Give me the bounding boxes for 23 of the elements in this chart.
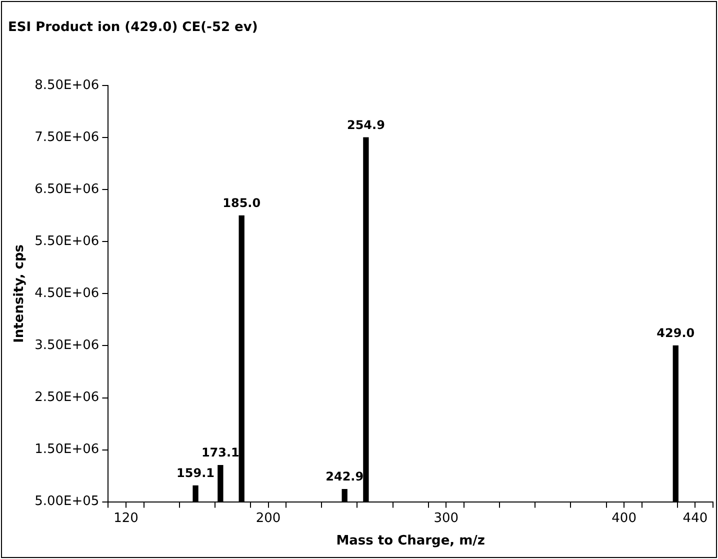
x-tick-label: 300 [434, 510, 459, 526]
annotation: 242.9 [326, 469, 364, 484]
annotation: 185.0 [222, 196, 261, 210]
chart-title: ESI Product ion (429.0) CE(-52 ev) [8, 20, 258, 36]
x-tick-label: 400 [612, 510, 636, 526]
y-tick-label: 6.50E+06 [34, 182, 100, 198]
y-tick-label: 8.50E+06 [34, 78, 100, 93]
y-tick-label: 2.50E+06 [34, 390, 100, 406]
x-tick-label: 200 [256, 510, 281, 526]
x-tick-label: 120 [114, 510, 138, 526]
annotation: 254.9 [346, 118, 385, 132]
x-axis-title: Mass to Charge, m/z [336, 534, 486, 549]
annotation: 173.1 [201, 446, 240, 460]
annotation: 159.1 [176, 466, 215, 480]
y-tick-label: 5.50E+06 [34, 234, 100, 250]
y-axis-title: Intensity, cps [12, 244, 28, 343]
y-tick-label: 3.50E+06 [34, 338, 100, 354]
annotation: 429.0 [656, 326, 695, 340]
y-tick-label: 4.50E+06 [34, 286, 100, 302]
y-tick-label: 7.50E+06 [34, 130, 100, 145]
y-tick-label: 1.50E+06 [34, 442, 100, 458]
x-tick-label: 440 [682, 510, 708, 526]
y-tick-label: 5.00E+05 [34, 494, 100, 510]
